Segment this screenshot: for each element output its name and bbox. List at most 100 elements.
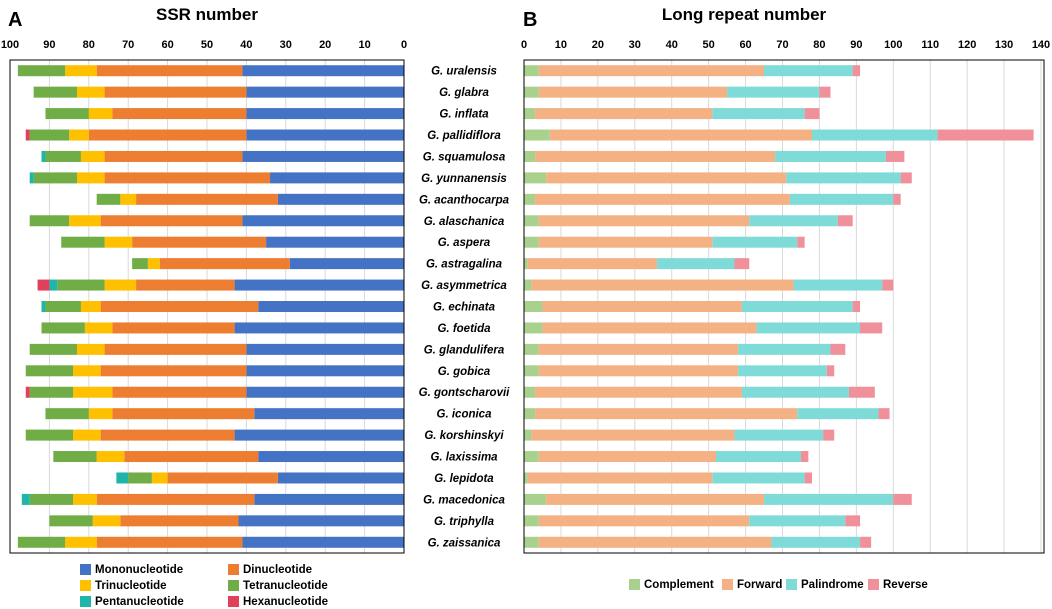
legend-label-palindrome: Palindrome bbox=[801, 579, 864, 591]
bar-segment-tetranucleotide bbox=[17, 536, 66, 548]
bar-segment-forward bbox=[535, 408, 798, 420]
panel-b-bars bbox=[524, 65, 1034, 548]
species-label: G. gontscharovii bbox=[419, 387, 511, 399]
bar-segment-dinucleotide bbox=[96, 65, 243, 77]
species-label: G. glandulifera bbox=[424, 344, 505, 356]
legend-label-dinucleotide: Dinucleotide bbox=[243, 564, 312, 576]
bar-segment-palindrome bbox=[786, 172, 901, 184]
bar-segment-forward bbox=[538, 86, 728, 98]
bar-segment-reverse bbox=[937, 129, 1034, 141]
bar-segment-dinucleotide bbox=[104, 150, 243, 162]
species-label: G. foetida bbox=[437, 323, 491, 335]
bar-segment-palindrome bbox=[789, 193, 894, 205]
panel-b-x-ticks: 0 10 20 30 40 50 60 70 80 90 100 110 120 130 140 bbox=[521, 39, 1050, 51]
bar-segment-dinucleotide bbox=[112, 386, 247, 398]
x-tick-label: 70 bbox=[776, 39, 788, 51]
bar-segment-palindrome bbox=[749, 515, 846, 527]
bar-segment-complement bbox=[524, 193, 536, 205]
x-tick-label: 50 bbox=[703, 39, 715, 51]
bar-segment-complement bbox=[524, 386, 536, 398]
bar-segment-pentanucleotide bbox=[41, 301, 46, 312]
bar-segment-reverse bbox=[845, 515, 861, 527]
x-tick-label: 20 bbox=[319, 39, 331, 51]
x-tick-label: 10 bbox=[555, 39, 567, 51]
panel-b-plot-frame bbox=[523, 59, 1045, 554]
legend-swatch-mononucleotide bbox=[80, 564, 91, 575]
bar-segment-forward bbox=[549, 129, 813, 141]
bar-segment-mononucleotide bbox=[246, 365, 404, 377]
x-tick-label: 100 bbox=[884, 39, 902, 51]
x-tick-label: 80 bbox=[83, 39, 95, 51]
legend-swatch-palindrome bbox=[786, 579, 797, 590]
legend-swatch-hexanucleotide bbox=[228, 596, 239, 607]
bar-segment-reverse bbox=[804, 108, 820, 120]
x-tick-label: 80 bbox=[813, 39, 825, 51]
x-tick-label: 20 bbox=[592, 39, 604, 51]
bar-segment-forward bbox=[542, 301, 742, 312]
bar-segment-complement bbox=[524, 279, 532, 291]
bar-segment-dinucleotide bbox=[112, 108, 247, 120]
bar-segment-palindrome bbox=[712, 108, 805, 120]
bar-segment-tetranucleotide bbox=[33, 86, 77, 98]
bar-segment-forward bbox=[538, 215, 750, 227]
bar-segment-tetranucleotide bbox=[33, 172, 77, 184]
bar-segment-dinucleotide bbox=[104, 172, 271, 184]
panel-a-label: A bbox=[8, 9, 22, 31]
bar-segment-forward bbox=[546, 172, 787, 184]
bar-segment-trinucleotide bbox=[69, 129, 89, 141]
panel-b-title: Long repeat number bbox=[662, 5, 827, 24]
bar-segment-hexanucleotide bbox=[37, 279, 50, 291]
bar-segment-complement bbox=[524, 451, 539, 463]
bar-segment-palindrome bbox=[738, 343, 831, 355]
bar-segment-mononucleotide bbox=[277, 193, 404, 205]
bar-segment-pentanucleotide bbox=[49, 279, 58, 291]
bar-segment-dinucleotide bbox=[112, 322, 235, 334]
bar-segment-reverse bbox=[734, 258, 750, 270]
x-tick-label: 60 bbox=[739, 39, 751, 51]
bar-segment-palindrome bbox=[812, 129, 938, 141]
bar-segment-reverse bbox=[878, 408, 890, 420]
bar-segment-tetranucleotide bbox=[29, 215, 70, 227]
species-label: G. pallidiflora bbox=[427, 130, 501, 142]
bar-segment-mononucleotide bbox=[254, 408, 404, 420]
bar-segment-dinucleotide bbox=[96, 493, 255, 505]
bar-segment-reverse bbox=[882, 279, 894, 291]
bar-segment-forward bbox=[535, 108, 713, 120]
bar-segment-reverse bbox=[860, 536, 872, 548]
bar-segment-dinucleotide bbox=[88, 129, 247, 141]
species-label: G. uralensis bbox=[431, 66, 497, 78]
bar-segment-forward bbox=[531, 279, 794, 291]
bar-segment-dinucleotide bbox=[112, 408, 255, 420]
legend-swatch-complement bbox=[629, 579, 640, 590]
bar-segment-complement bbox=[524, 536, 539, 548]
x-tick-label: 90 bbox=[43, 39, 55, 51]
species-label: G. inflata bbox=[439, 109, 489, 121]
bar-segment-tetranucleotide bbox=[61, 236, 105, 248]
bar-segment-tetranucleotide bbox=[29, 493, 74, 505]
bar-segment-pentanucleotide bbox=[21, 493, 30, 505]
bar-segment-trinucleotide bbox=[65, 536, 97, 548]
bar-segment-trinucleotide bbox=[73, 386, 113, 398]
species-label: G. laxissima bbox=[430, 452, 498, 464]
legend-swatch-dinucleotide bbox=[228, 564, 239, 575]
legend-swatch-tetranucleotide bbox=[228, 580, 239, 591]
bar-segment-forward bbox=[538, 365, 739, 377]
legend-swatch-forward bbox=[722, 579, 733, 590]
bar-segment-trinucleotide bbox=[69, 215, 101, 227]
bar-segment-trinucleotide bbox=[76, 86, 105, 98]
bar-segment-complement bbox=[524, 429, 532, 441]
bar-segment-reverse bbox=[800, 451, 809, 463]
bar-segment-mononucleotide bbox=[246, 129, 404, 141]
bar-segment-dinucleotide bbox=[100, 215, 243, 227]
bar-segment-trinucleotide bbox=[88, 408, 113, 420]
bar-segment-tetranucleotide bbox=[96, 193, 121, 205]
bar-segment-trinucleotide bbox=[88, 108, 113, 120]
species-label: G. squamulosa bbox=[423, 151, 506, 163]
bar-segment-palindrome bbox=[775, 150, 886, 162]
bar-segment-trinucleotide bbox=[65, 65, 97, 77]
bar-segment-reverse bbox=[797, 236, 805, 248]
x-tick-label: 40 bbox=[240, 39, 252, 51]
bar-segment-trinucleotide bbox=[84, 322, 113, 334]
bar-segment-mononucleotide bbox=[246, 108, 404, 120]
bar-segment-hexanucleotide bbox=[25, 129, 30, 141]
